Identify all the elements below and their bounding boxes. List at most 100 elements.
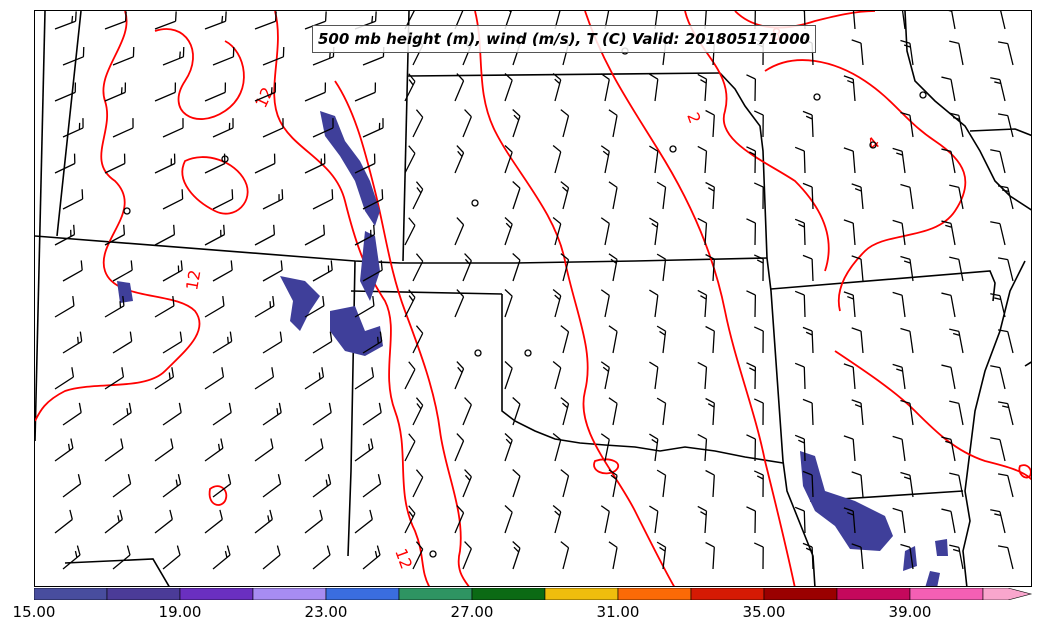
wind-barb-icon xyxy=(851,327,864,354)
wind-barb-icon xyxy=(941,364,956,390)
wind-barb-icon xyxy=(262,331,283,354)
wind-barb-icon xyxy=(312,474,332,498)
wind-barb-icon xyxy=(697,73,708,102)
border-missouri-river xyxy=(719,72,768,259)
contour-loop-3 xyxy=(593,458,620,475)
shaded-region-7 xyxy=(903,546,917,571)
wind-barb-icon xyxy=(462,253,472,282)
wind-barb-icon xyxy=(600,289,610,318)
wind-barb-icon xyxy=(649,361,659,390)
wind-barb-icon xyxy=(162,189,184,210)
wind-barb-icon xyxy=(162,545,181,570)
map-panel: 12 12 12 2 4 8 500 mb height (m), wind (… xyxy=(34,10,1032,587)
wind-barb-icon xyxy=(512,397,521,426)
wind-barb-icon xyxy=(154,82,177,102)
wind-barb-icon xyxy=(304,295,325,318)
wind-barb-icon xyxy=(560,397,570,426)
wind-barb-icon xyxy=(104,438,124,462)
wind-barb-icon xyxy=(843,291,856,318)
wind-barb-icon xyxy=(112,118,134,138)
wind-barb-icon xyxy=(62,46,85,66)
wind-barb-icon xyxy=(997,113,1014,138)
colorbar-segment xyxy=(690,588,765,600)
wind-barb-icon xyxy=(608,541,618,570)
shaded-region-1 xyxy=(320,111,380,226)
wind-barb-icon xyxy=(154,153,176,174)
wind-barb-icon xyxy=(552,289,562,318)
wind-barb-icon xyxy=(802,254,814,282)
wind-barb-icon xyxy=(112,331,133,354)
wind-barb-icon xyxy=(949,328,964,354)
wind-barb-icon xyxy=(254,224,276,246)
wind-barb-icon xyxy=(608,109,618,138)
wind-barb-icon xyxy=(212,118,234,138)
calm-wind-circle-icon xyxy=(429,550,437,558)
wind-barb-icon xyxy=(104,153,126,174)
wind-barb-icon xyxy=(649,145,659,174)
wind-barb-icon xyxy=(851,183,864,210)
wind-barb-icon xyxy=(262,474,282,498)
shaded-region-8 xyxy=(925,571,940,586)
wind-barb-icon xyxy=(949,400,964,426)
contour-label-2: 2 xyxy=(683,110,704,126)
contour-label-12-c: 12 xyxy=(391,546,416,572)
wind-barb-icon xyxy=(697,361,708,390)
colorbar-segment xyxy=(982,588,1033,600)
wind-barb-icon xyxy=(54,295,75,318)
wind-barb-icon xyxy=(851,255,864,282)
wind-barb-icon xyxy=(656,397,667,426)
wind-barb-icon xyxy=(304,82,327,102)
wind-barb-icon xyxy=(112,46,135,66)
wind-barb-icon xyxy=(705,469,715,498)
wind-barb-icon xyxy=(104,224,126,246)
wind-barb-icon xyxy=(54,82,77,102)
wind-barb-icon xyxy=(990,221,1006,246)
contour-east-2 xyxy=(834,350,1031,481)
wind-barb-icon xyxy=(454,289,465,318)
wind-barb-icon xyxy=(512,469,521,498)
wind-barbs xyxy=(54,11,1014,570)
wind-barb-icon xyxy=(454,433,465,462)
calm-wind-circle-icon xyxy=(221,155,229,163)
wind-barb-icon xyxy=(802,110,814,138)
wind-barb-icon xyxy=(600,361,610,390)
wind-barb-icon xyxy=(254,367,275,390)
wind-barb-icon xyxy=(454,73,465,102)
wind-barb-icon xyxy=(162,331,183,354)
wind-barb-icon xyxy=(454,145,465,174)
wind-barb-icon xyxy=(412,109,424,138)
wind-barb-icon xyxy=(204,224,226,246)
wind-barb-icon xyxy=(794,362,806,390)
map-canvas: 12 12 12 2 4 8 xyxy=(35,11,1031,586)
wind-barb-icon xyxy=(462,397,472,426)
wind-barb-icon xyxy=(990,149,1006,174)
wind-barb-icon xyxy=(997,257,1014,282)
wind-barb-icon xyxy=(312,260,333,282)
wind-barb-icon xyxy=(512,253,521,282)
wind-barb-icon xyxy=(454,217,465,246)
wind-barb-icon xyxy=(354,224,376,246)
wind-barb-icon xyxy=(504,361,513,390)
wind-barb-icon xyxy=(354,367,375,390)
contour-loop-5 xyxy=(1018,464,1031,479)
wind-barb-icon xyxy=(404,505,416,534)
wind-barb-icon xyxy=(697,505,708,534)
wind-barb-icon xyxy=(552,361,562,390)
wind-barb-icon xyxy=(54,438,74,462)
shaded-region-6 xyxy=(800,451,893,551)
wind-barb-icon xyxy=(851,39,864,66)
calm-wind-circle-icon xyxy=(919,91,927,99)
contour-2 xyxy=(684,11,830,272)
calm-wind-circle-icon xyxy=(524,349,532,357)
wind-barb-icon xyxy=(746,506,757,534)
wind-barb-icon xyxy=(941,220,956,246)
wind-barb-icon xyxy=(941,508,956,534)
wind-barb-icon xyxy=(262,118,284,138)
wind-barb-icon xyxy=(949,40,964,66)
colorbar-segment xyxy=(471,588,546,600)
wind-barb-icon xyxy=(304,224,326,246)
wind-barb-icon xyxy=(204,367,225,390)
wind-barb-icon xyxy=(649,505,659,534)
contour-8 xyxy=(474,11,675,586)
contour-labels: 12 12 12 2 4 8 xyxy=(182,24,883,571)
